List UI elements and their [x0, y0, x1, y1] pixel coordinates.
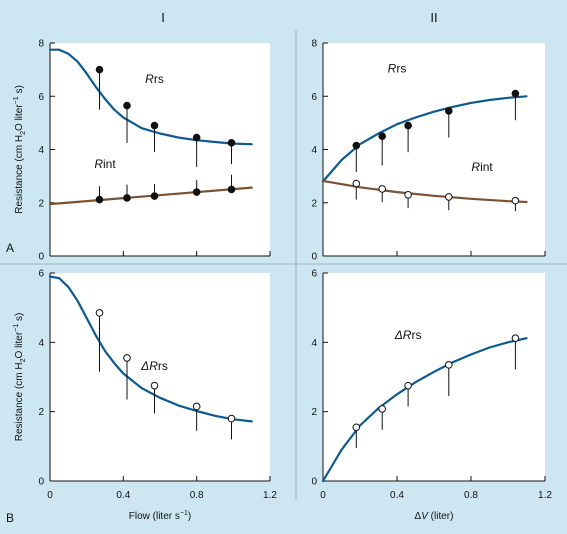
y-axis-label: Resistance (cm H2O liter−1 s)	[13, 313, 27, 442]
chart-B-II: 0 2 4 6 0 0.4 0.8 1.2 ΔV (liter) ΔRrs	[311, 269, 552, 523]
y-tick-label: 4	[311, 338, 317, 349]
x-tick-label: 0.8	[464, 490, 478, 501]
y-tick-label: 0	[311, 477, 317, 488]
row-label-A: A	[6, 241, 14, 255]
data-point-Rint	[95, 195, 104, 204]
data-point-Rrs	[445, 107, 453, 115]
data-point-Rrs	[511, 89, 520, 98]
series-label: Rrs	[388, 61, 407, 75]
plot-area-B-II	[323, 273, 545, 481]
data-point-Rint	[192, 188, 201, 196]
y-tick-label: 4	[311, 145, 317, 156]
y-tick-label: 4	[38, 145, 44, 156]
chart-A-I: 0 2 4 6 8 Resistance (cm H2O liter−1 s) Rrs Rin…	[13, 39, 271, 263]
data-point-ΔRrs	[192, 402, 201, 411]
series-label: Rint	[471, 160, 493, 174]
y-tick-label: 4	[38, 338, 44, 349]
y-tick-label: 2	[311, 407, 317, 418]
data-point-ΔRrs	[404, 381, 412, 390]
data-point-Rint	[227, 185, 236, 194]
y-tick-label: 2	[38, 407, 44, 418]
plot-area-A-II	[323, 43, 545, 256]
row-label-B: B	[6, 511, 14, 525]
data-point-Rint	[150, 192, 159, 200]
y-tick-label: 6	[311, 269, 317, 280]
chart-A-II: 0 2 4 6 8 Rrs Rint	[311, 39, 546, 263]
fit-curve-Rint	[321, 179, 528, 204]
plot-area-B-I	[50, 273, 270, 481]
data-point-Rint	[378, 185, 387, 193]
data-point-Rrs	[95, 65, 104, 74]
y-tick-label: 2	[311, 198, 317, 209]
series-label: Rint	[94, 157, 116, 171]
y-tick-label: 0	[38, 252, 44, 263]
x-tick-label: 0.8	[190, 490, 204, 501]
data-point-ΔRrs	[123, 354, 131, 362]
x-axis-label: Flow (liter s−1)	[129, 510, 191, 522]
y-tick-label: 0	[311, 252, 317, 263]
data-point-Rrs	[123, 101, 131, 110]
data-point-Rrs	[227, 139, 236, 147]
plots-layer: 0 2 4 6 8 Resistance (cm H2O liter−1 s) Rrs Rin…	[0, 30, 567, 522]
data-point-Rint	[404, 190, 412, 199]
data-point-Rint	[511, 196, 520, 205]
data-point-ΔRrs	[227, 414, 236, 423]
data-point-Rint	[445, 193, 453, 201]
y-tick-label: 2	[38, 198, 44, 209]
data-point-Rrs	[378, 132, 387, 140]
y-tick-label: 0	[38, 477, 44, 488]
x-tick-label: 1.2	[263, 490, 277, 501]
column-header-II: II	[430, 10, 437, 25]
fit-curve-Rrs	[48, 48, 253, 146]
y-axis-label: Resistance (cm H2O liter−1 s)	[13, 85, 27, 214]
x-tick-label: 0	[47, 490, 53, 501]
series-label: Rrs	[145, 72, 164, 86]
chart-B-I: 0 2 4 6 0 0.4 0.8 1.2 Resistance (cm H2O liter−1…	[13, 269, 277, 523]
data-point-Rrs	[150, 121, 159, 130]
data-point-Rrs	[192, 133, 201, 142]
data-point-ΔRrs	[511, 334, 520, 342]
data-point-ΔRrs	[445, 361, 453, 369]
x-tick-label: 1.2	[538, 490, 552, 501]
data-point-ΔRrs	[150, 381, 159, 390]
fit-curve-ΔRrs	[48, 275, 253, 423]
plot-area-A-I	[50, 43, 270, 256]
data-point-ΔRrs	[378, 405, 387, 413]
y-tick-label: 6	[38, 269, 44, 280]
x-tick-label: 0.4	[116, 490, 130, 501]
data-point-Rint	[352, 179, 361, 188]
y-tick-label: 6	[311, 92, 317, 103]
data-point-Rint	[123, 194, 131, 202]
x-tick-label: 0.4	[390, 490, 404, 501]
data-point-ΔRrs	[95, 309, 104, 317]
data-point-ΔRrs	[352, 423, 361, 432]
data-point-Rrs	[352, 141, 361, 150]
series-label: ΔRrs	[140, 359, 168, 373]
x-tick-label: 0	[320, 490, 326, 501]
x-axis-label: ΔV (liter)	[415, 511, 454, 522]
y-tick-label: 8	[311, 39, 317, 50]
series-label: ΔRrs	[394, 328, 422, 342]
column-header-I: I	[161, 10, 165, 25]
y-tick-label: 6	[38, 92, 44, 103]
data-point-Rrs	[404, 121, 412, 130]
y-tick-label: 8	[38, 39, 44, 50]
